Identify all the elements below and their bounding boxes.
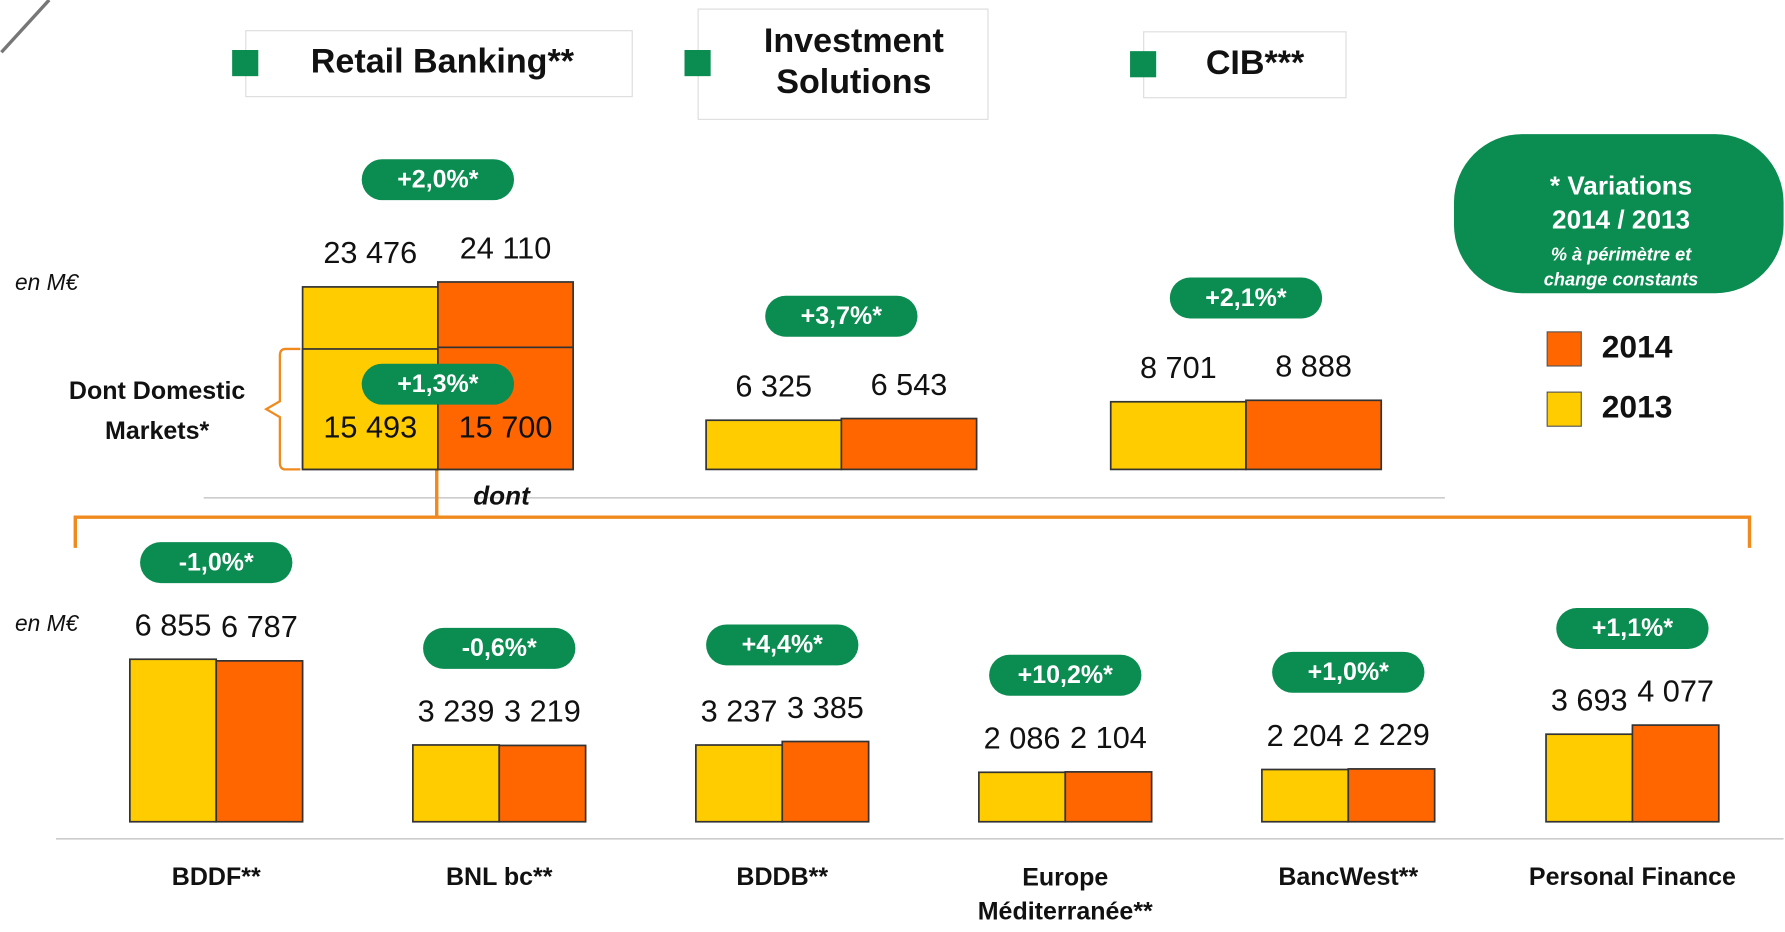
legend-swatch [1546,331,1582,367]
note-line: 2014 / 2013 [1552,205,1690,235]
category-label: BDDB** [736,863,828,891]
header-investment: Investment Solutions [684,8,989,120]
change-pill [706,624,859,666]
bar [840,417,978,471]
bar [1109,400,1247,471]
change-label: -1,0%* [179,548,254,576]
change-label: +10,2%* [1018,661,1113,689]
note-line: % à périmètre et [1551,245,1692,265]
header-icon [232,50,259,77]
value-label: 4 077 [1637,673,1714,708]
value-label: 3 693 [1551,682,1628,717]
bar [1631,724,1720,823]
header-cib: CIB*** [1130,31,1347,99]
sub-label: Dont Domestic Markets* [69,377,246,445]
bar [705,419,843,471]
category-label: BNL bc** [446,863,553,891]
header-title: Investment Solutions [764,22,944,101]
sub-bracket [263,347,301,471]
header-icon [1130,51,1157,78]
header-title: Retail Banking** [311,43,575,81]
change-pill [1556,608,1709,649]
change-pill [140,542,293,584]
value-label: 23 476 [323,235,417,270]
change-pill [765,295,918,337]
change-label: -0,6%* [462,634,537,662]
value-label: 24 110 [460,230,552,265]
corner-decoration [0,0,51,54]
change-label: +1,1%* [1592,614,1674,642]
change-label: +2,0%* [397,165,479,193]
unit-label: en M€ [15,269,80,295]
value-label: 3 219 [504,694,581,729]
bar [978,771,1067,823]
note-line: change constants [1544,270,1699,290]
legend-label: 2013 [1602,389,1673,425]
note-line: * Variations [1550,170,1692,200]
note-box [1453,134,1784,294]
bar [1245,399,1383,471]
change-pill [1169,277,1323,319]
legend-label: 2014 [1602,328,1673,364]
link-bracket [73,469,1752,548]
sub-value-label: 15 493 [323,410,417,445]
change-pill [1272,651,1425,693]
category-label: Personal Finance [1529,863,1736,891]
header-title: CIB*** [1206,44,1305,82]
change-pill [989,654,1142,696]
header-box [697,8,989,120]
header-retail: Retail Banking** [232,30,633,98]
change-label: +4,4%* [742,631,824,659]
category-label: BancWest** [1278,863,1418,891]
change-pill [361,159,515,201]
value-label: 2 204 [1267,718,1344,753]
header-box [1143,31,1347,99]
bar [215,660,304,823]
category-label: Europe Méditerranée** [978,863,1153,925]
bar [1347,768,1436,823]
bar [1064,771,1153,823]
change-label: +1,0%* [1308,658,1390,686]
value-label: 2 104 [1070,720,1147,755]
change-label: +1,3%* [397,370,479,398]
category-label: BDDF** [172,863,261,891]
unit-label: en M€ [15,610,80,636]
bar [695,744,784,823]
value-label: 2 086 [984,721,1061,756]
bar [1545,733,1634,823]
legend-swatch [1546,391,1582,427]
value-label: 3 239 [418,693,495,728]
value-label: 2 229 [1353,717,1430,752]
change-pill [361,363,515,405]
header-icon [684,50,711,77]
bar [128,658,218,823]
value-label: 3 237 [701,693,778,728]
bar [781,740,870,823]
value-label: 8 701 [1140,350,1217,385]
value-label: 6 787 [221,609,298,644]
change-label: +3,7%* [801,302,883,330]
value-label: 6 855 [135,608,212,643]
sub-value-label: 15 700 [459,410,553,445]
value-label: 3 385 [787,690,864,725]
bar [412,744,501,823]
value-label: 6 325 [735,369,812,404]
change-label: +2,1%* [1205,284,1287,312]
bar [1261,768,1350,823]
value-label: 8 888 [1275,349,1352,384]
value-label: 6 543 [871,367,948,402]
bar [498,744,587,823]
link-label: dont [473,481,531,511]
change-pill [423,627,576,669]
